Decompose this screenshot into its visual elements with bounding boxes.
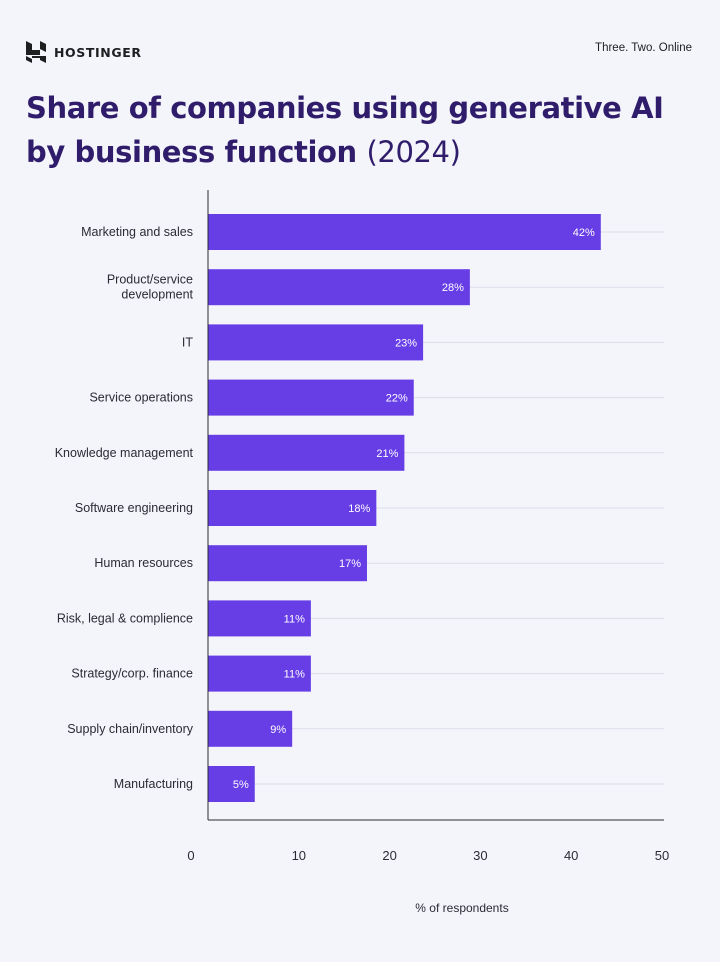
bar <box>208 324 424 361</box>
brand: HOSTINGER <box>26 40 142 64</box>
bar-value-label: 18% <box>348 503 370 515</box>
category-label: IT <box>182 335 193 349</box>
hostinger-logo-icon <box>26 41 46 63</box>
bar <box>208 655 311 692</box>
bar-value-label: 22% <box>386 393 408 405</box>
bar <box>208 710 293 747</box>
bar-value-label: 9% <box>270 724 286 736</box>
bar <box>208 379 414 416</box>
x-tick-label: 30 <box>473 848 487 863</box>
page-title: Share of companies using generative AI b… <box>26 86 686 174</box>
category-label: Risk, legal & complience <box>57 611 193 625</box>
bar <box>208 545 367 582</box>
bar-value-label: 17% <box>339 558 361 570</box>
title-main: Share of companies using generative AI b… <box>26 91 664 169</box>
x-tick-label: 50 <box>655 848 669 863</box>
category-label: Manufacturing <box>114 777 193 791</box>
bar-value-label: 42% <box>573 227 595 239</box>
bar <box>208 269 470 306</box>
brand-name: HOSTINGER <box>54 44 142 60</box>
category-label: Service operations <box>89 391 193 405</box>
title-year: (2024) <box>366 135 461 169</box>
x-tick-label: 40 <box>564 848 578 863</box>
x-tick-label: 20 <box>382 848 396 863</box>
bar-value-label: 28% <box>442 282 464 294</box>
bar <box>208 766 255 802</box>
bar-value-label: 5% <box>233 779 249 791</box>
bar-value-label: 11% <box>284 613 305 625</box>
x-tick-label: 0 <box>187 848 194 863</box>
category-label: Knowledge management <box>55 446 194 460</box>
category-label: Product/service <box>107 273 193 287</box>
bar <box>208 214 601 250</box>
category-label: Marketing and sales <box>81 225 193 239</box>
category-label: Strategy/corp. finance <box>71 667 193 681</box>
category-label: Software engineering <box>75 501 193 515</box>
x-axis-title: % of respondents <box>415 901 508 915</box>
bar-value-label: 21% <box>376 448 398 460</box>
category-label: development <box>121 288 193 302</box>
bar <box>208 490 377 526</box>
tagline: Three. Two. Online <box>595 42 692 54</box>
bar <box>208 600 311 637</box>
bar <box>208 434 405 471</box>
bar-value-label: 23% <box>395 337 417 349</box>
category-label: Human resources <box>94 556 193 570</box>
category-label: Supply chain/inventory <box>67 722 194 736</box>
bar-value-label: 11% <box>284 669 305 681</box>
x-tick-label: 10 <box>292 848 306 863</box>
